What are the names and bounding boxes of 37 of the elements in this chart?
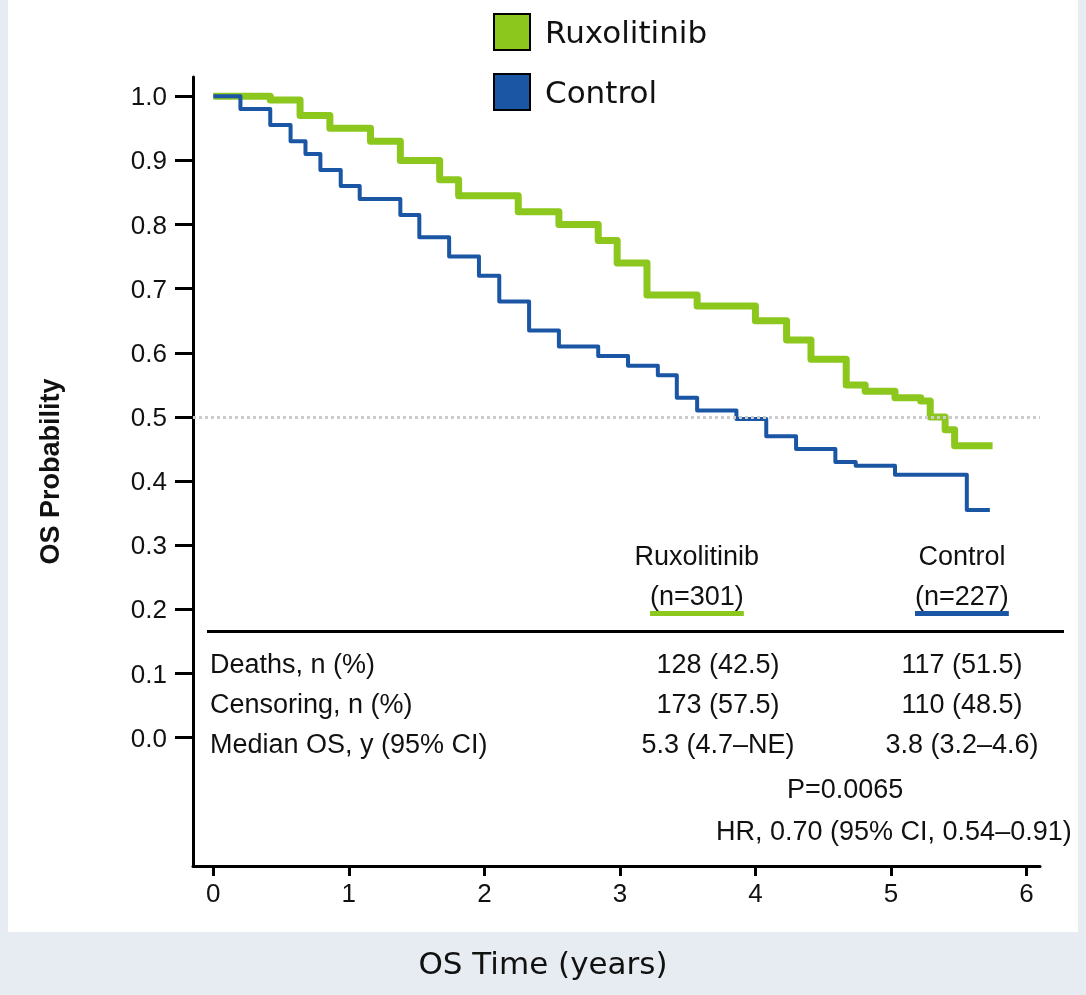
x-tick-label: 4 xyxy=(748,878,763,908)
y-tick-label: 0.7 xyxy=(130,273,167,304)
annotation: Deaths, n (%) xyxy=(210,648,376,680)
x-tick-label: 3 xyxy=(612,878,628,908)
y-tick-label: 0.8 xyxy=(130,209,167,240)
annotation: 117 (51.5) xyxy=(901,648,1023,680)
legend-label: Control xyxy=(545,74,658,110)
x-tick-label: 2 xyxy=(477,878,492,908)
annotation: 5.3 (4.7–NE) xyxy=(641,728,795,760)
annotation: Median OS, y (95% CI) xyxy=(210,728,488,760)
annotation: HR, 0.70 (95% CI, 0.54–0.91) xyxy=(716,815,1072,847)
y-axis-title: OS Probability xyxy=(34,378,65,565)
annotation: 173 (57.5) xyxy=(656,688,780,720)
y-tick-label: 0.3 xyxy=(130,530,167,561)
annotation: 110 (48.5) xyxy=(901,688,1023,720)
y-tick-label: 0.4 xyxy=(130,466,167,497)
annotation: 3.8 (3.2–4.6) xyxy=(885,728,1039,760)
y-tick-label: 0.0 xyxy=(130,722,167,753)
y-tick-label: 0.9 xyxy=(130,145,167,176)
annotation: (n=227) xyxy=(915,580,1009,612)
y-tick-label: 0.6 xyxy=(130,337,167,368)
annotation: P=0.0065 xyxy=(787,773,904,805)
x-tick-label: 1 xyxy=(341,878,357,908)
x-axis-title: OS Time (years) xyxy=(417,945,669,981)
annotation: 128 (42.5) xyxy=(656,648,780,680)
x-tick-label: 5 xyxy=(883,878,899,908)
annotation: (n=301) xyxy=(650,580,744,612)
legend-label: Ruxolitinib xyxy=(545,14,708,50)
annotation: Control xyxy=(918,540,1006,572)
x-tick-label: 6 xyxy=(1019,878,1034,908)
annotation: Censoring, n (%) xyxy=(210,688,413,720)
y-tick-label: 0.1 xyxy=(130,658,167,689)
annotation: Ruxolitinib xyxy=(634,540,760,572)
x-tick-label: 0 xyxy=(206,878,221,908)
y-tick-label: 0.2 xyxy=(130,594,167,625)
y-tick-label: 1.0 xyxy=(130,81,167,112)
y-tick-label: 0.5 xyxy=(130,401,167,432)
